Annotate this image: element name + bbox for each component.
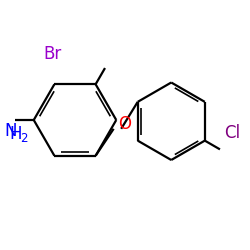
Text: Br: Br [44, 45, 62, 63]
Text: H: H [9, 125, 22, 143]
Text: Cl: Cl [224, 124, 240, 142]
Text: O: O [118, 115, 131, 133]
Text: 2: 2 [20, 132, 28, 144]
Text: N: N [4, 122, 17, 140]
